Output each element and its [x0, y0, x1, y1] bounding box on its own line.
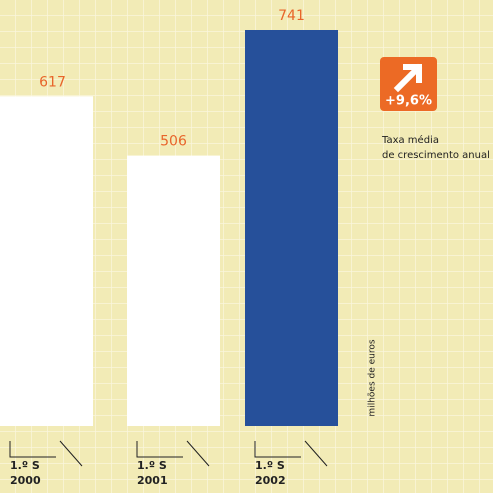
bar — [127, 155, 220, 427]
value-label: 617 — [39, 74, 66, 90]
growth-caption: de crescimento anual — [382, 150, 490, 161]
x-tick-label: 1.º S — [137, 459, 167, 472]
x-tick-label: 1.º S — [10, 459, 40, 472]
bar — [245, 30, 338, 426]
value-label: 506 — [160, 134, 187, 150]
x-tick-label: 2000 — [10, 474, 41, 487]
x-tick-label: 1.º S — [255, 459, 285, 472]
x-tick-label: 2001 — [137, 474, 168, 487]
growth-caption: Taxa média — [381, 134, 439, 146]
badge-arrow — [393, 63, 423, 93]
badge-text: +9,6% — [385, 94, 432, 109]
value-label: 741 — [278, 8, 305, 24]
growth-badge: +9,6% — [380, 57, 437, 111]
bar — [0, 96, 93, 426]
category-decoration — [254, 440, 328, 467]
badge-box — [380, 57, 437, 111]
y-axis-label: milhões de euros — [368, 339, 378, 416]
category-decoration — [9, 440, 83, 467]
x-tick-label: 2002 — [255, 474, 286, 487]
category-decoration — [136, 440, 210, 467]
